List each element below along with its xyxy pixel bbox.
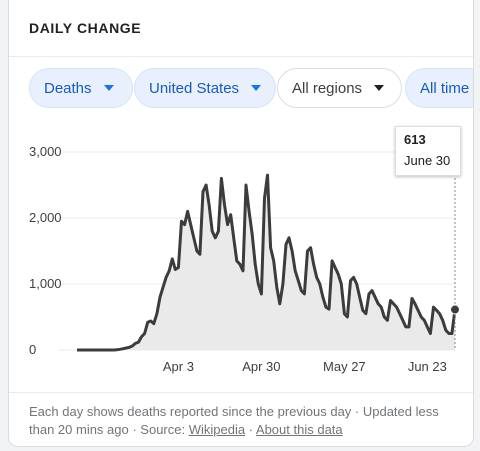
footer-divider [9, 392, 473, 393]
region-filter-chip[interactable]: All regions [277, 68, 402, 108]
area-fill [77, 175, 455, 350]
y-tick-label: 1,000 [29, 276, 62, 291]
source-link[interactable]: Wikipedia [188, 422, 246, 437]
tooltip-date: June 30 [404, 153, 451, 168]
location-filter-label: United States [149, 79, 240, 97]
daily-change-chart: 0 1,000 2,000 3,000 Apr 3 Apr 30 May 27 Jun 23 [29, 144, 460, 374]
footer-text: Each day shows deaths reported since the… [29, 404, 439, 437]
card-title: DAILY CHANGE [29, 20, 142, 36]
header-divider [9, 56, 473, 57]
x-tick-label: Apr 30 [242, 359, 280, 374]
chevron-down-icon [251, 85, 262, 91]
data-tooltip: 613 June 30 [395, 126, 461, 176]
y-tick-label: 0 [29, 342, 36, 357]
metric-filter-label: Deaths [44, 79, 92, 97]
time-filter-label: All time [420, 79, 470, 97]
series-line [77, 173, 457, 352]
x-tick-label: Apr 3 [163, 359, 194, 374]
y-tick-label: 3,000 [29, 144, 62, 159]
location-filter-chip[interactable]: United States [134, 68, 276, 108]
time-filter-chip[interactable]: All time [405, 68, 473, 108]
y-tick-label: 2,000 [29, 210, 62, 225]
x-tick-label: May 27 [323, 359, 366, 374]
about-data-link[interactable]: About this data [255, 422, 343, 437]
footer-note: Each day shows deaths reported since the… [29, 403, 459, 439]
chevron-down-icon [103, 85, 114, 91]
tooltip-value: 613 [404, 132, 426, 147]
metric-filter-chip[interactable]: Deaths [29, 68, 133, 108]
x-tick-label: Jun 23 [408, 359, 447, 374]
footer-separator: · [245, 422, 256, 437]
chevron-down-icon [374, 85, 385, 91]
daily-change-card: DAILY CHANGE Deaths United States All re… [8, 0, 474, 447]
region-filter-label: All regions [292, 79, 363, 97]
hover-point [450, 304, 460, 315]
